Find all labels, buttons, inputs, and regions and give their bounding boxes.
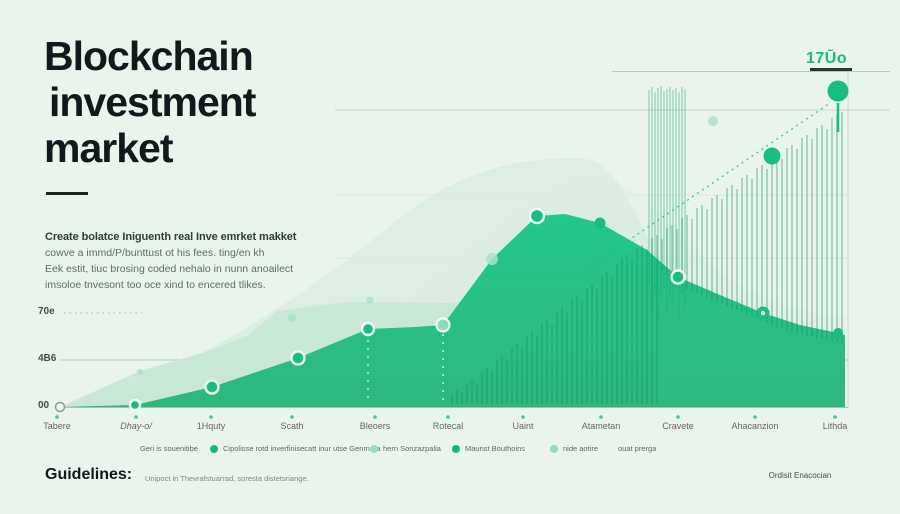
- legend-label: nide aotire: [563, 444, 599, 453]
- legend-dot-icon: [370, 444, 378, 453]
- trend-dotted-line: [587, 102, 831, 269]
- legend-label: Geri is souenitibe: [140, 444, 198, 453]
- description-heading: Create bolatce Iniguenth real Inve emrke…: [45, 231, 297, 243]
- title-line-2: investment: [49, 78, 256, 125]
- legend-dot-icon: [452, 444, 460, 453]
- x-tick-dot: [209, 415, 213, 419]
- legend-label: Cipolisse rotd inverfinisecatt inur utse…: [223, 444, 381, 453]
- legend-dot-icon: [550, 444, 558, 453]
- stat-rule-line: [612, 71, 890, 72]
- legend-item: Geri is souenitibe: [140, 444, 198, 453]
- page-title: Blockchain investment market: [44, 33, 256, 172]
- title-underline: [46, 192, 88, 195]
- main-series-area: [60, 214, 845, 407]
- highlight-dot: [763, 147, 781, 165]
- x-tick-dot: [446, 415, 450, 419]
- series-marker-center: [760, 310, 766, 316]
- y-axis-label: 4B6: [38, 353, 57, 364]
- series-marker: [833, 328, 843, 338]
- guidelines-label: Guidelines:: [45, 466, 133, 483]
- x-axis-label: Uaint: [512, 421, 534, 431]
- x-tick-dot: [833, 415, 837, 419]
- series-marker: [290, 350, 306, 366]
- x-axis-label: Tabere: [43, 421, 71, 431]
- guidelines-note: Unipoct in Thevrafstuarrad, soresta dist…: [145, 474, 309, 483]
- stat-underline: [810, 68, 852, 71]
- legend-dot-icon: [210, 444, 218, 453]
- series-marker: [528, 207, 546, 225]
- growth-stat-value: 17Ūo: [806, 50, 848, 67]
- series-marker: [594, 217, 606, 229]
- description-line: cowve a immd/P/bunttust ot his fees. tin…: [45, 247, 265, 259]
- description-block: Create bolatce Iniguenth real Inve emrke…: [45, 231, 303, 293]
- soft-marker: [486, 253, 498, 265]
- credit-text: Ordisit Enacocian: [768, 471, 832, 480]
- legend-label: Maunst Bouthoins: [465, 444, 526, 453]
- x-axis-label: Bleoers: [359, 421, 391, 431]
- soft-marker: [366, 296, 374, 304]
- x-tick-dot: [55, 415, 59, 419]
- x-axis-label: Atametan: [581, 421, 621, 431]
- legend-item: hern Sonzazpalia: [370, 444, 441, 453]
- highlight-dot: [827, 80, 849, 102]
- x-axis-label: Ahacanzion: [731, 421, 779, 431]
- x-axis-label: Lithda: [822, 421, 848, 431]
- soft-marker: [288, 314, 296, 322]
- series-start-marker: [54, 401, 66, 413]
- legend-label: ouat prerga: [618, 444, 657, 453]
- description-line: Eek estit, tiuc brosing coded nehalo in …: [45, 262, 294, 275]
- x-tick-dot: [676, 415, 680, 419]
- series-marker: [204, 379, 220, 395]
- x-tick-dot: [521, 415, 525, 419]
- x-axis-label: Cravete: [662, 421, 694, 431]
- x-axis-label: Dhay-o/: [120, 421, 152, 431]
- legend-item: Maunst Bouthoins: [452, 444, 525, 453]
- x-tick-dot: [753, 415, 757, 419]
- soft-marker: [708, 116, 718, 126]
- legend-item: nide aotire: [550, 444, 598, 453]
- description-line: imsoloe tnvesont too oce xind to encered…: [45, 278, 266, 291]
- soft-marker: [137, 369, 143, 375]
- legend-label: hern Sonzazpalia: [383, 444, 441, 453]
- x-axis-label: Rotecal: [432, 421, 464, 431]
- title-line-1: Blockchain: [44, 33, 254, 79]
- x-tick-dot: [134, 415, 138, 419]
- series-marker: [360, 321, 376, 337]
- y-axis-label: 70e: [38, 306, 55, 317]
- title-line-3: market: [44, 124, 173, 171]
- x-axis-label: 1Hquty: [196, 421, 226, 431]
- series-marker-light: [435, 317, 451, 333]
- series-marker: [128, 398, 142, 412]
- x-tick-dot: [290, 415, 294, 419]
- x-tick-dot: [373, 415, 377, 419]
- x-axis-label: Scath: [280, 421, 304, 431]
- x-tick-dot: [599, 415, 603, 419]
- legend-item: ouat prerga: [618, 444, 656, 453]
- series-marker: [670, 269, 686, 285]
- y-axis-label: 00: [38, 400, 50, 411]
- legend-item: Cipolisse rotd inverfinisecatt inur utse…: [210, 444, 381, 453]
